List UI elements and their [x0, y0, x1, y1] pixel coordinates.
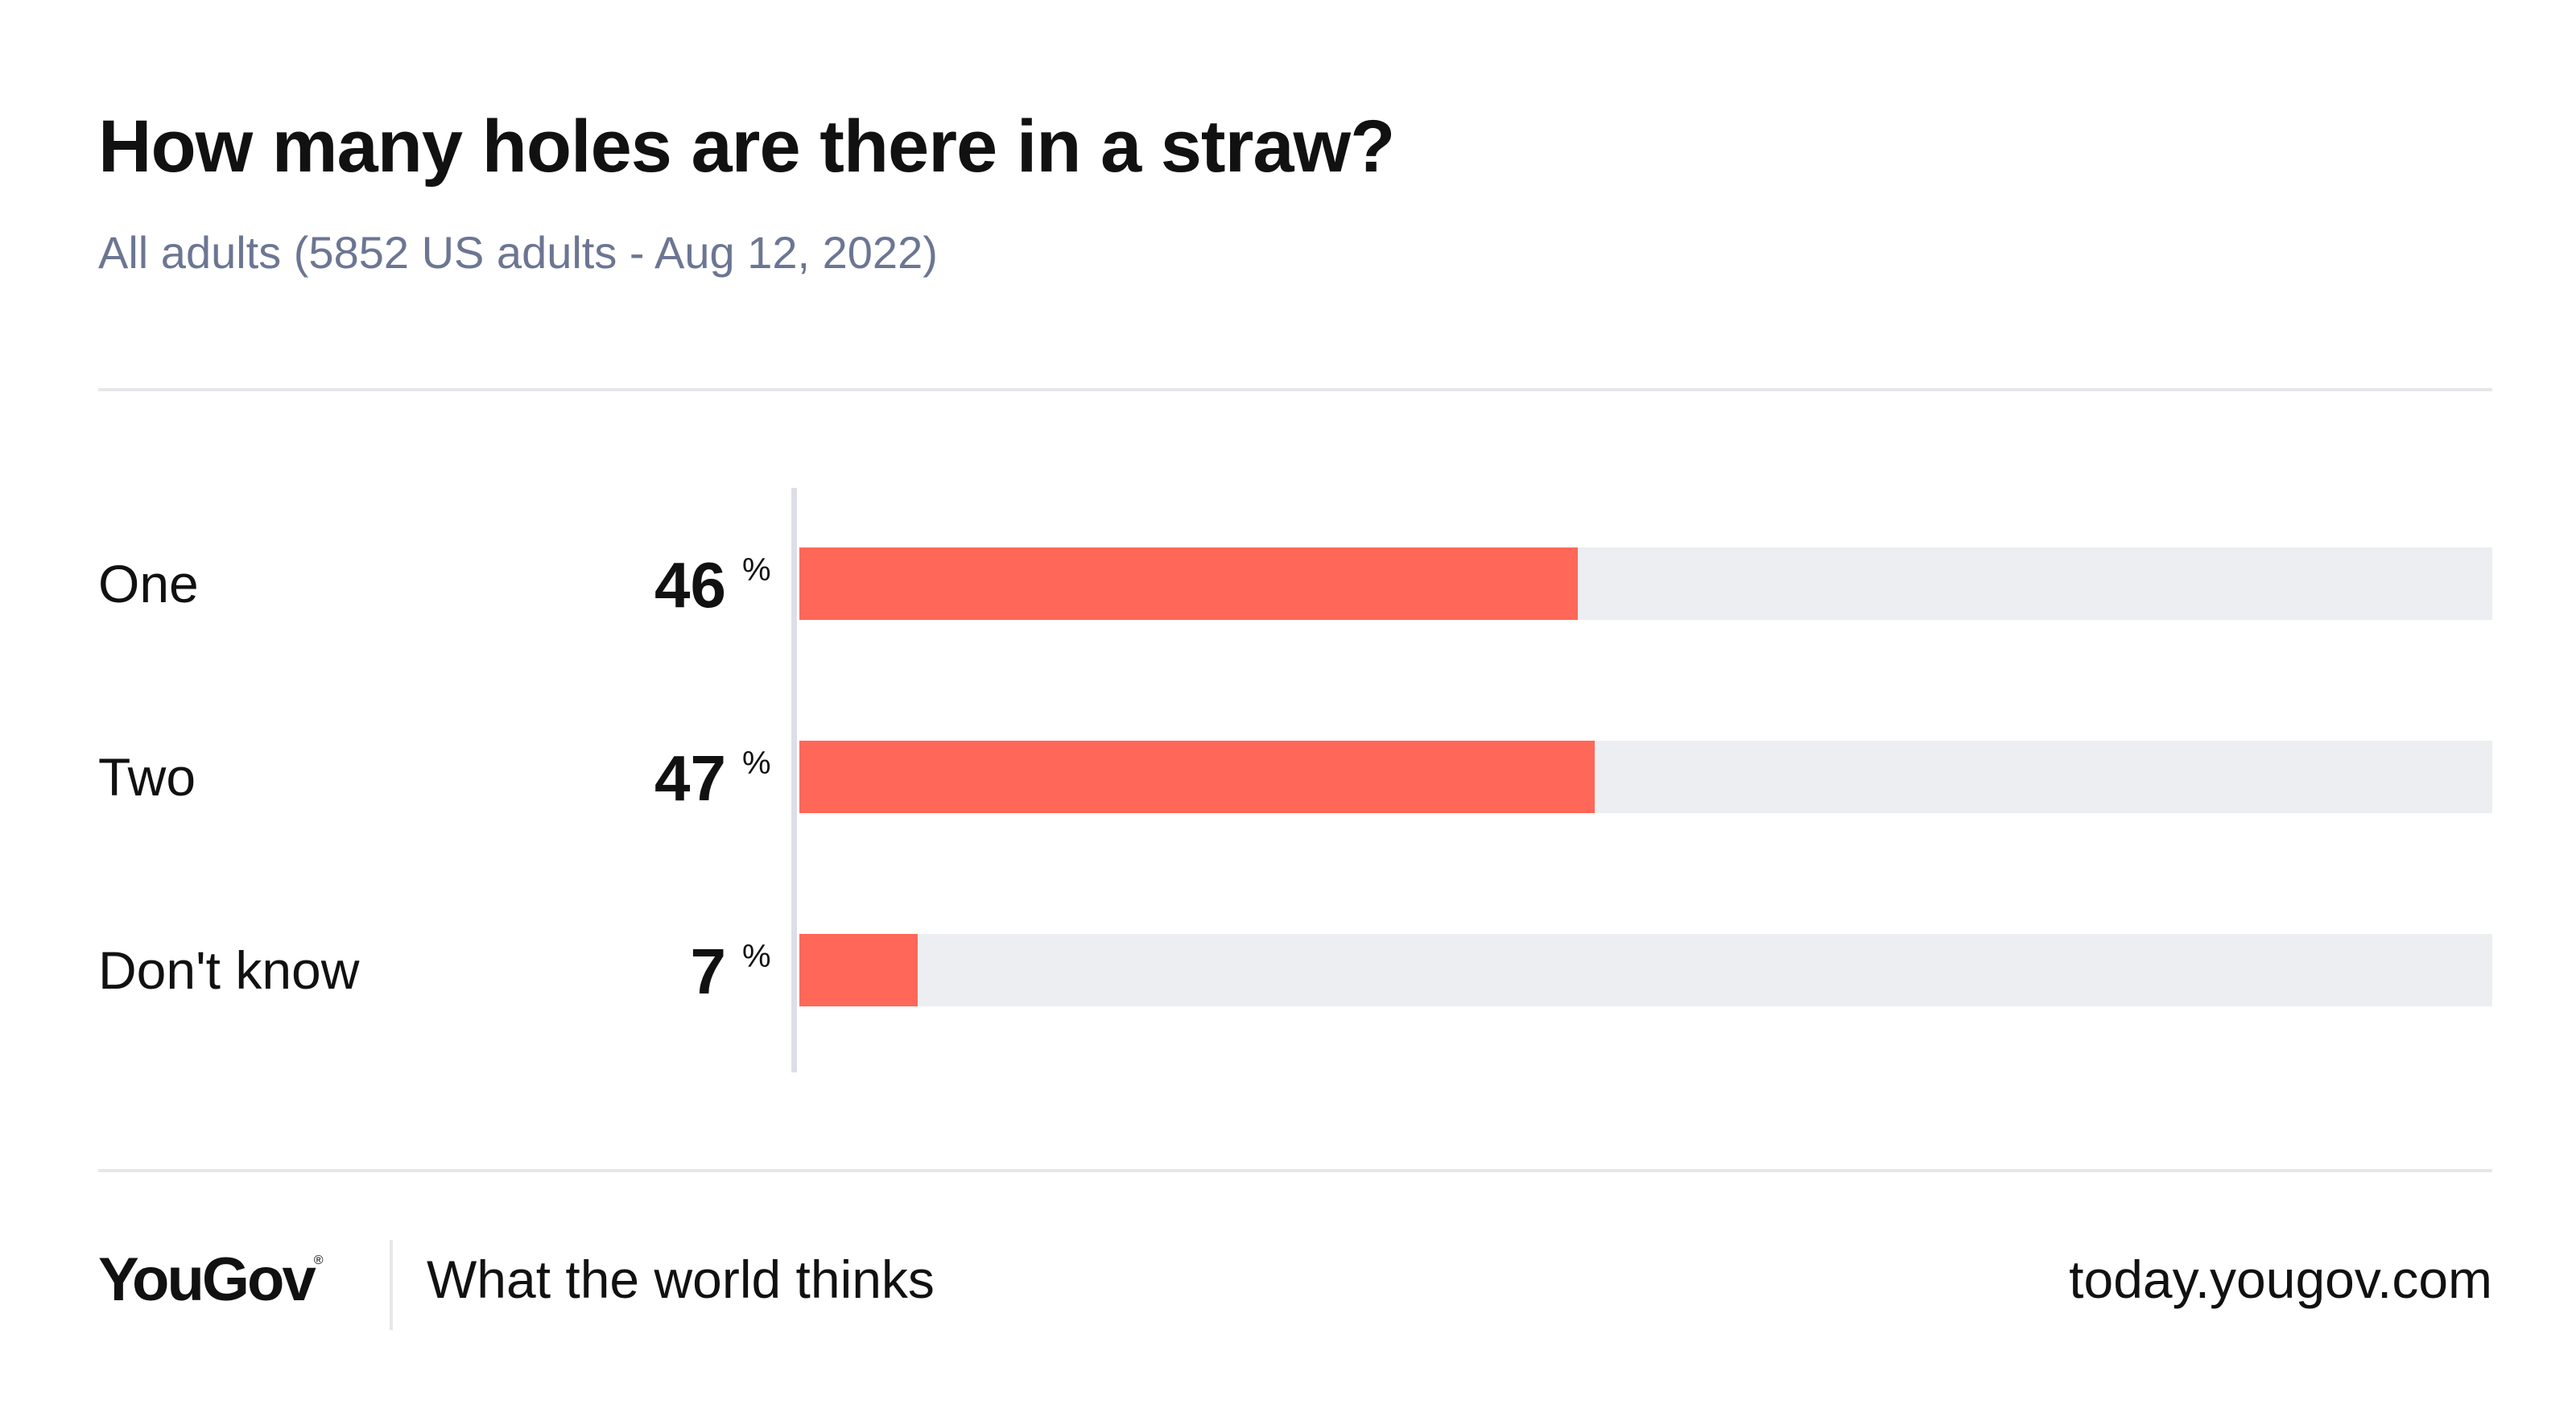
footer-url-link[interactable]: today.yougov.com — [2069, 1250, 2492, 1309]
percent-sign: % — [742, 746, 771, 781]
category-label: Don't know — [98, 940, 360, 1000]
bar-row: Don't know 7% — [0, 934, 2576, 1007]
percent-sign: % — [742, 552, 771, 588]
category-label: One — [98, 554, 199, 613]
percent-sign: % — [742, 939, 771, 974]
top-divider — [98, 388, 2492, 391]
yougov-logo[interactable]: YouGov® — [98, 1250, 324, 1311]
value-label: 46 — [654, 549, 726, 621]
bar — [799, 934, 919, 1006]
chart-subtitle: All adults (5852 US adults - Aug 12, 202… — [98, 227, 938, 278]
chart-axis-line — [791, 488, 797, 1072]
bar-track — [799, 547, 2492, 620]
bar-row: Two 47% — [0, 741, 2576, 814]
category-label: Two — [98, 747, 196, 807]
chart-title: How many holes are there in a straw? — [98, 105, 1395, 188]
registered-mark: ® — [313, 1254, 324, 1267]
bottom-divider — [98, 1169, 2492, 1172]
brand-name: YouGov — [98, 1245, 316, 1314]
bar-row: One 46% — [0, 547, 2576, 621]
value-label: 7 — [690, 936, 727, 1007]
bar-track — [799, 934, 2492, 1006]
bar-track — [799, 741, 2492, 813]
footer-divider — [390, 1240, 393, 1330]
footer-tagline: What the world thinks — [427, 1250, 935, 1309]
bar — [799, 741, 1596, 813]
bar — [799, 547, 1579, 620]
value-label: 47 — [654, 742, 726, 814]
